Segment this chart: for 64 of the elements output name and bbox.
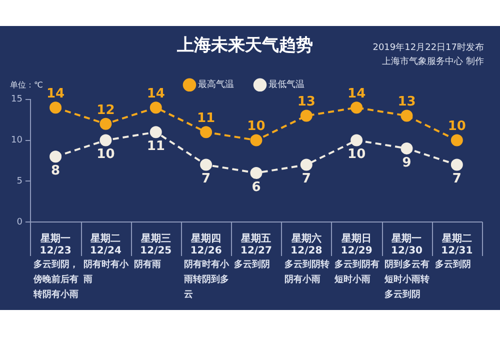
legend-label: 最高气温	[198, 79, 234, 90]
data-label: 10	[247, 119, 266, 134]
x-tick-label: 星期五 12/27	[240, 232, 272, 257]
point	[450, 158, 463, 171]
point	[200, 126, 212, 138]
data-label: 11	[197, 110, 216, 126]
point	[50, 102, 62, 114]
x-tick-label: 星期六 12/28	[290, 232, 322, 257]
chart-title: 上海未来天气趋势	[176, 36, 313, 56]
data-label: 12	[96, 102, 115, 118]
x-tick-label: 星期四 12/26	[190, 232, 222, 257]
data-label: 6	[252, 180, 261, 195]
text: 阴到多云有短时小雨转多云到阴	[384, 258, 430, 300]
point	[100, 118, 112, 130]
point	[50, 150, 62, 163]
data-label: 10	[96, 147, 115, 162]
data-label: 14	[46, 86, 65, 102]
point	[250, 134, 262, 146]
text: 多云到阴转阴有小雨	[284, 258, 330, 285]
y-tick-label: 5	[16, 176, 22, 186]
data-label: 14	[348, 86, 366, 102]
x-tick-label: 星期二 12/24	[90, 232, 122, 257]
x-tick-label: 星期一 12/30	[390, 232, 423, 257]
data-label: 11	[146, 138, 165, 154]
text: 上海市气象服务中心 制作	[382, 56, 484, 67]
point	[300, 158, 312, 171]
data-label: 13	[398, 94, 416, 110]
text: 多云到阴	[234, 258, 270, 270]
text: 多云到阴有短时小雨	[333, 258, 380, 285]
text: 2019年12月22日17时发布	[372, 42, 484, 53]
data-label: 9	[402, 155, 412, 170]
data-label: 13	[297, 94, 316, 110]
x-tick-label: 星期二 12/31	[440, 232, 473, 257]
point	[350, 134, 363, 146]
point	[350, 102, 363, 114]
point	[200, 158, 212, 171]
y-tick-label: 0	[16, 217, 23, 228]
y-tick-label: 10	[11, 136, 23, 146]
x-tick-label: 星期三 12/25	[140, 232, 172, 257]
data-label: 7	[452, 172, 462, 187]
point	[100, 134, 112, 146]
text: 多云到阴	[434, 258, 471, 270]
point	[300, 110, 312, 122]
data-label: 10	[448, 119, 466, 134]
data-label: 7	[202, 172, 211, 187]
text: 多云到阴，傍晚前后有转阴有小雨	[32, 258, 78, 300]
point	[250, 166, 262, 179]
point	[400, 142, 413, 154]
y-axis-title: 单位：℃	[10, 80, 43, 90]
x-tick-label: 星期日 12/29	[340, 232, 372, 257]
point	[150, 102, 162, 114]
point	[400, 110, 413, 122]
point	[450, 134, 463, 146]
text: 阴有雨	[134, 258, 161, 270]
legend-label: 最低气温	[268, 79, 304, 90]
data-label: 8	[51, 163, 60, 178]
point	[150, 126, 162, 138]
data-label: 10	[348, 147, 366, 162]
data-label: 7	[302, 172, 311, 187]
x-tick-label: 星期一 12/23	[40, 232, 72, 257]
data-label: 14	[146, 86, 165, 102]
text: 阴有时有小雨	[82, 258, 130, 285]
y-tick-label: 15	[11, 94, 22, 105]
text: 阴有时有小雨转阴到多云	[182, 258, 230, 300]
